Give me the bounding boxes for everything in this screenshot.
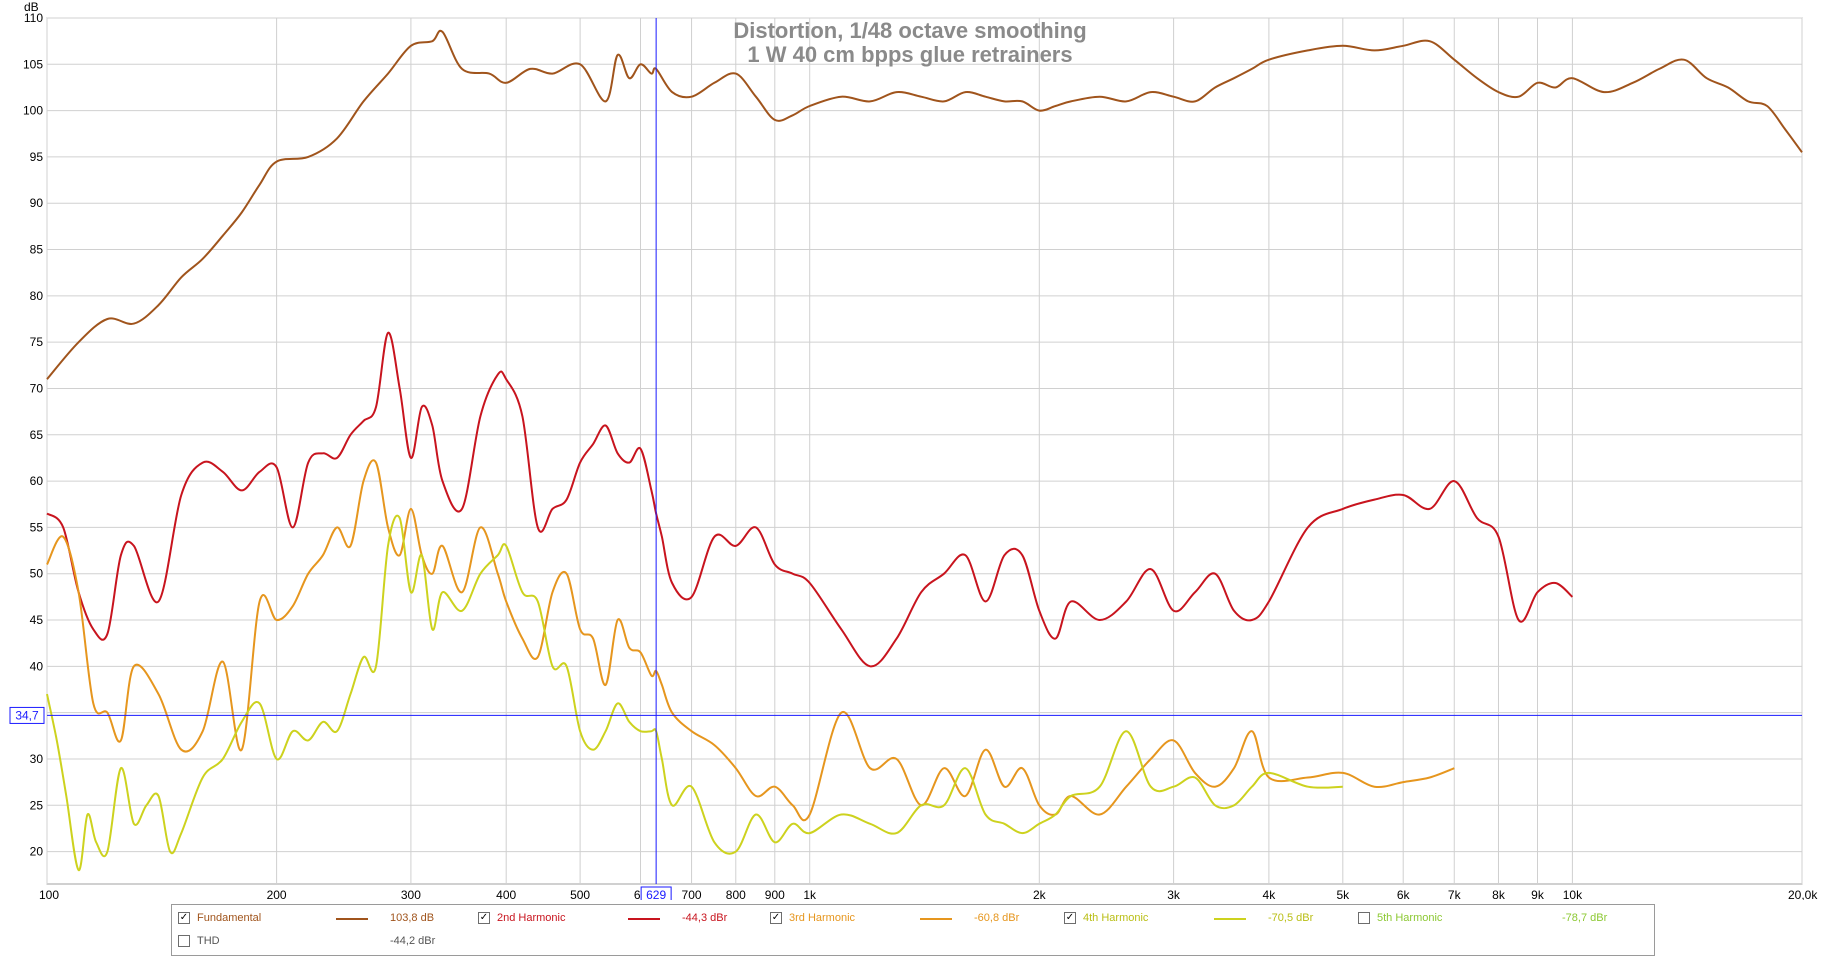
fundamental-checkbox[interactable]: ✓ [178, 912, 190, 924]
legend-label: 2nd Harmonic [497, 912, 566, 924]
chart-title: Distortion, 1/48 octave smoothing [733, 18, 1086, 43]
y-tick-label: 50 [30, 567, 44, 581]
y-axis-ticks: 1101051009590858075706560555045403530252… [23, 11, 43, 859]
y-tick-label: 30 [30, 752, 44, 766]
legend-item-3rd-harmonic[interactable]: ✓ 3rd Harmonic [770, 909, 855, 927]
x-tick-label: 500 [570, 888, 590, 900]
legend-value: -44,3 dBr [682, 912, 728, 924]
series-line-3rd-harmonic [46, 459, 1455, 822]
legend-item-4th-harmonic[interactable]: ✓ 4th Harmonic [1064, 909, 1148, 927]
y-axis-label: dB [24, 0, 39, 14]
legend-value: -78,7 dBr [1562, 912, 1608, 924]
series-line-2nd-harmonic [46, 331, 1574, 668]
y-tick-label: 105 [23, 57, 43, 71]
legend-label: 3rd Harmonic [789, 912, 856, 924]
5th-harmonic-checkbox[interactable] [1358, 912, 1370, 924]
legend-value: -60,8 dBr [974, 912, 1020, 924]
cursor[interactable]: 629 34,7 [9, 18, 1802, 900]
legend-item-5th-harmonic[interactable]: 5th Harmonic [1358, 909, 1442, 927]
cursor-y-readout-box [9, 706, 45, 724]
y-tick-label: 80 [30, 289, 44, 303]
plot-background [46, 17, 1803, 885]
y-tick-label: 55 [30, 520, 44, 534]
x-tick-label: 9k [1531, 888, 1545, 900]
x-tick-label: 800 [726, 888, 746, 900]
x-tick-label: 2k [1033, 888, 1047, 900]
x-tick-label: 900 [765, 888, 785, 900]
y-tick-label: 85 [30, 243, 44, 257]
4th-harmonic-checkbox[interactable]: ✓ [1064, 912, 1076, 924]
legend-label: THD [197, 935, 220, 947]
3rd-harmonic-checkbox[interactable]: ✓ [770, 912, 782, 924]
legend-item-thd[interactable]: THD [178, 932, 220, 950]
x-tick-label: 300 [401, 888, 421, 900]
x-tick-label: 3k [1167, 888, 1181, 900]
x-tick-label: 400 [496, 888, 516, 900]
legend-label: Fundamental [197, 912, 262, 924]
x-axis-ticks: 100 200 300 400 500 60 700 800 900 1k 2k 3k 4k 5k 6k 7k… [39, 888, 1821, 900]
4th-harmonic-swatch [1214, 918, 1246, 920]
y-tick-label: 110 [24, 11, 43, 25]
series-line-fundamental [46, 29, 1803, 380]
legend-value: -44,2 dBr [390, 935, 436, 947]
x-tick-label: 200 [267, 888, 287, 900]
legend-item-2nd-harmonic[interactable]: ✓ 2nd Harmonic [478, 909, 565, 927]
y-tick-label: 100 [23, 104, 43, 118]
series-lines [46, 29, 1803, 872]
cursor-x-readout: 629 [646, 888, 666, 900]
x-tick-label: 10k [1563, 888, 1583, 900]
cursor-y-readout: 34,7 [15, 708, 39, 722]
y-tick-label: 70 [30, 381, 44, 395]
y-tick-label: 95 [30, 150, 44, 164]
y-tick-label: 40 [30, 659, 44, 673]
legend-label: 4th Harmonic [1083, 912, 1149, 924]
series-line-4th-harmonic [46, 514, 1343, 872]
thd-checkbox[interactable] [178, 935, 190, 947]
y-tick-label: 20 [30, 845, 44, 859]
y-tick-label: 60 [30, 474, 44, 488]
2nd-harmonic-swatch [628, 918, 660, 920]
x-tick-label: 8k [1492, 888, 1506, 900]
x-tick-label: 100 [39, 888, 59, 900]
y-tick-label: 45 [30, 613, 44, 627]
x-tick-label: 700 [682, 888, 702, 900]
2nd-harmonic-checkbox[interactable]: ✓ [478, 912, 490, 924]
legend-panel: ✓ Fundamental 103,8 dB ✓ 2nd Harmonic -4… [171, 904, 1655, 956]
chart-subtitle: 1 W 40 cm bpps glue retrainers [747, 42, 1072, 67]
x-tick-label: 5k [1336, 888, 1350, 900]
y-tick-label: 25 [30, 798, 44, 812]
cursor-x-readout-box [640, 886, 672, 900]
x-tick-label: 7k [1448, 888, 1462, 900]
x-tick-label: 4k [1263, 888, 1277, 900]
y-tick-label: 65 [30, 428, 44, 442]
legend-item-fundamental[interactable]: ✓ Fundamental [178, 909, 261, 927]
x-tick-label: 6k [1397, 888, 1411, 900]
legend-value: -70,5 dBr [1268, 912, 1314, 924]
legend-label: 5th Harmonic [1377, 912, 1443, 924]
y-tick-label: 90 [30, 196, 44, 210]
x-tick-label: 1k [803, 888, 817, 900]
distortion-chart: 1101051009590858075706560555045403530252… [9, 0, 1821, 900]
x-tick-label: 20,0k Hz [1788, 888, 1821, 900]
fundamental-swatch [336, 918, 368, 920]
legend-value: 103,8 dB [390, 912, 435, 924]
3rd-harmonic-swatch [920, 918, 952, 920]
y-tick-label: 75 [30, 335, 44, 349]
